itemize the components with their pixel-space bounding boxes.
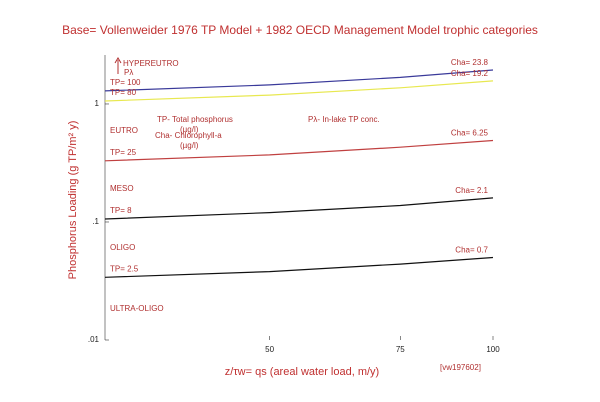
series-line <box>104 197 494 220</box>
annotation: Pλ <box>124 68 133 77</box>
series-name: TP= 25 <box>110 148 137 157</box>
series-label: Cha= 6.25 <box>451 129 489 138</box>
x-axis-label: z/τw= qs (areal water load, m/y) <box>225 366 379 378</box>
annotation: [vw197602] <box>440 363 481 372</box>
x-tick-label: 50 <box>265 345 274 354</box>
annotation: (µg/l) <box>180 125 199 134</box>
series-label: Cha= 23.8 <box>451 58 489 67</box>
series-name: TP= 2.5 <box>110 264 139 273</box>
x-tick-label: 100 <box>486 345 500 354</box>
series-line <box>104 256 494 278</box>
arrow-head <box>114 57 122 64</box>
series-line <box>104 139 494 162</box>
series-label: Cha= 0.7 <box>455 246 488 255</box>
annotation: TP- Total phosphorus <box>157 115 233 124</box>
trophic-label: ULTRA-OLIGO <box>110 304 164 313</box>
series-line <box>104 80 494 102</box>
annotation: Pλ- In-lake TP conc. <box>308 115 380 124</box>
trophic-label: OLIGO <box>110 243 135 252</box>
y-tick-label: .1 <box>92 217 99 226</box>
series-label: Cha= 19.2 <box>451 69 489 78</box>
series-line <box>104 69 494 92</box>
y-tick-label: 1 <box>95 99 100 108</box>
annotation: Cha- Chlorophyll-a <box>155 131 222 140</box>
trophic-label: HYPEREUTRO <box>123 59 179 68</box>
y-tick-label: .01 <box>88 335 100 344</box>
annotation: (µg/l) <box>180 141 199 150</box>
series-name: TP= 80 <box>110 88 137 97</box>
series-name: TP= 8 <box>110 206 132 215</box>
trophic-label: EUTRO <box>110 126 138 135</box>
y-axis-label: Phosphorus Loading (g TP/m² y) <box>67 121 79 280</box>
trophic-label: MESO <box>110 184 134 193</box>
series-label: Cha= 2.1 <box>455 186 488 195</box>
series-name: TP= 100 <box>110 78 141 87</box>
x-tick-label: 75 <box>396 345 405 354</box>
chart-title: Base= Vollenweider 1976 TP Model + 1982 … <box>62 23 538 37</box>
